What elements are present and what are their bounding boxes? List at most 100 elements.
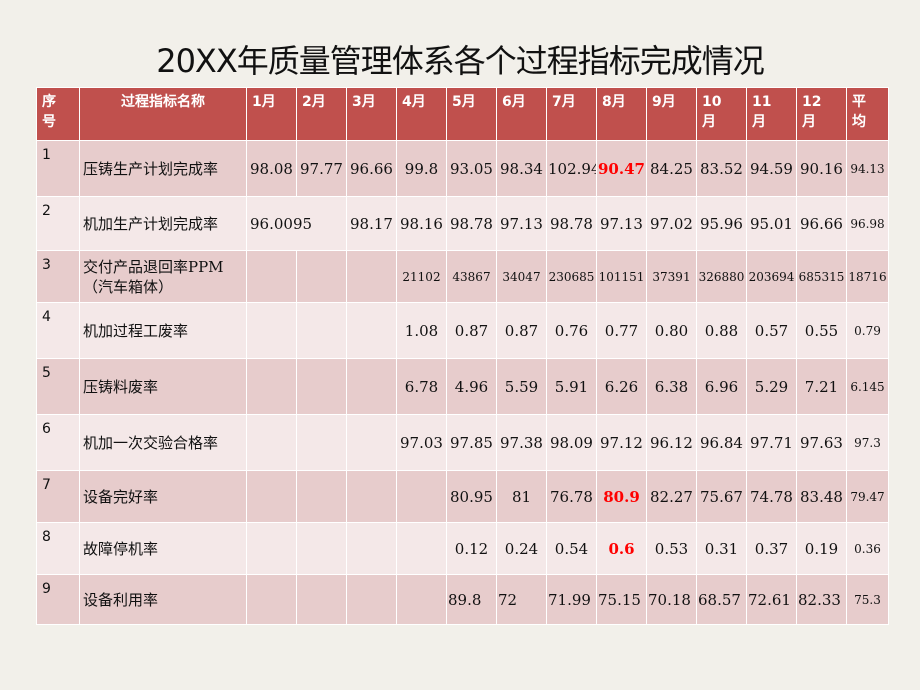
- column-header: 序号: [36, 87, 80, 141]
- value-cell: [346, 302, 397, 359]
- row-index: 6: [36, 414, 80, 471]
- value-cell: 93.05: [446, 140, 497, 197]
- row-index: 1: [36, 140, 80, 197]
- value-cell: 230685: [546, 250, 597, 303]
- table-row: 6 机加一次交验合格率 97.03 97.85 97.38 98.09 97.12 96.12…: [36, 414, 889, 471]
- value-cell: [296, 302, 347, 359]
- indicator-name: 机加过程工废率: [79, 302, 247, 359]
- value-cell: 96.12: [646, 414, 697, 471]
- value-cell: 96.66: [346, 140, 397, 197]
- value-cell: 34047: [496, 250, 547, 303]
- column-header: 过程指标名称: [79, 87, 247, 141]
- value-cell: 5.91: [546, 358, 597, 415]
- indicator-name: 交付产品退回率PPM（汽车箱体）: [79, 250, 247, 303]
- value-cell: 0.37: [746, 522, 797, 575]
- column-header: 12 月: [796, 87, 847, 141]
- value-cell: 6.38: [646, 358, 697, 415]
- value-cell: [246, 358, 297, 415]
- average-cell: 18716: [846, 250, 889, 303]
- value-cell: 203694: [746, 250, 797, 303]
- value-cell: 96.0095: [246, 196, 347, 251]
- value-cell: 97.38: [496, 414, 547, 471]
- table-row: 5 压铸料废率 6.78 4.96 5.59 5.91 6.26 6.38 6.96 5.29 7.…: [36, 358, 889, 415]
- row-index: 2: [36, 196, 80, 251]
- value-cell: 90.47: [596, 140, 647, 197]
- table-row: 7 设备完好率 80.95 81 76.78 80.9 82.27 75.67 74.78 83.…: [36, 470, 889, 523]
- average-cell: 6.145: [846, 358, 889, 415]
- value-cell: 74.78: [746, 470, 797, 523]
- value-cell: 0.6: [596, 522, 647, 575]
- row-index: 8: [36, 522, 80, 575]
- value-cell: 97.13: [496, 196, 547, 251]
- average-cell: 97.3: [846, 414, 889, 471]
- value-cell: [246, 574, 297, 625]
- table-row: 9 设备利用率 89.8 72 71.99 75.15 70.18 68.57 72.61 82.…: [36, 574, 889, 625]
- value-cell: 81: [496, 470, 547, 523]
- column-header: 1月: [246, 87, 297, 141]
- column-header: 8月: [596, 87, 647, 141]
- value-cell: [296, 414, 347, 471]
- indicator-name: 设备利用率: [79, 574, 247, 625]
- table-row: 2 机加生产计划完成率 96.0095 98.17 98.16 98.78 97.13 98.…: [36, 196, 889, 251]
- indicator-name: 故障停机率: [79, 522, 247, 575]
- row-index: 9: [36, 574, 80, 625]
- value-cell: [396, 522, 447, 575]
- average-cell: 0.79: [846, 302, 889, 359]
- value-cell: 98.16: [396, 196, 447, 251]
- value-cell: 97.03: [396, 414, 447, 471]
- table-row: 8 故障停机率 0.12 0.24 0.54 0.6 0.53 0.31 0.37 0.19 0.3…: [36, 522, 889, 575]
- value-cell: 0.87: [446, 302, 497, 359]
- row-index: 5: [36, 358, 80, 415]
- value-cell: 102.94: [546, 140, 597, 197]
- value-cell: 0.80: [646, 302, 697, 359]
- average-cell: 79.47: [846, 470, 889, 523]
- value-cell: [296, 250, 347, 303]
- value-cell: 0.57: [746, 302, 797, 359]
- value-cell: 6.26: [596, 358, 647, 415]
- value-cell: 75.15: [596, 574, 647, 625]
- average-cell: 0.36: [846, 522, 889, 575]
- slide-title: 20XX年质量管理体系各个过程指标完成情况: [156, 42, 765, 80]
- value-cell: [246, 522, 297, 575]
- indicator-name: 机加一次交验合格率: [79, 414, 247, 471]
- value-cell: 82.33: [796, 574, 847, 625]
- value-cell: 97.13: [596, 196, 647, 251]
- value-cell: [346, 358, 397, 415]
- value-cell: [246, 414, 297, 471]
- column-header: 平均: [846, 87, 889, 141]
- value-cell: 80.95: [446, 470, 497, 523]
- value-cell: 6.78: [396, 358, 447, 415]
- value-cell: 0.76: [546, 302, 597, 359]
- column-header: 10 月: [696, 87, 747, 141]
- indicator-name: 机加生产计划完成率: [79, 196, 247, 251]
- value-cell: 0.87: [496, 302, 547, 359]
- value-cell: 4.96: [446, 358, 497, 415]
- value-cell: 89.8: [446, 574, 497, 625]
- value-cell: [396, 470, 447, 523]
- value-cell: [246, 250, 297, 303]
- value-cell: 0.88: [696, 302, 747, 359]
- value-cell: 83.52: [696, 140, 747, 197]
- average-cell: 94.13: [846, 140, 889, 197]
- value-cell: 96.66: [796, 196, 847, 251]
- value-cell: 685315: [796, 250, 847, 303]
- value-cell: 101151: [596, 250, 647, 303]
- value-cell: 0.54: [546, 522, 597, 575]
- value-cell: 83.48: [796, 470, 847, 523]
- value-cell: 98.78: [546, 196, 597, 251]
- value-cell: [346, 522, 397, 575]
- value-cell: 96.84: [696, 414, 747, 471]
- value-cell: 6.96: [696, 358, 747, 415]
- column-header: 4月: [396, 87, 447, 141]
- value-cell: [246, 470, 297, 523]
- value-cell: [346, 470, 397, 523]
- value-cell: 95.96: [696, 196, 747, 251]
- column-header: 9月: [646, 87, 697, 141]
- value-cell: 71.99: [546, 574, 597, 625]
- value-cell: 0.19: [796, 522, 847, 575]
- average-cell: 75.3: [846, 574, 889, 625]
- value-cell: 0.53: [646, 522, 697, 575]
- value-cell: 72.61: [746, 574, 797, 625]
- value-cell: [296, 522, 347, 575]
